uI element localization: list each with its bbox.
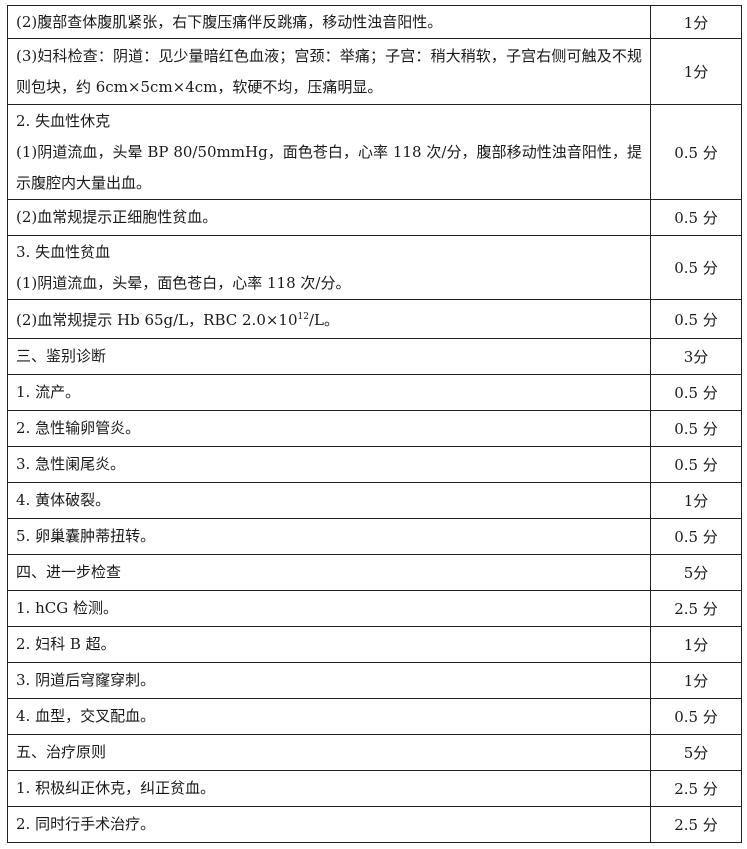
item-cell: 2. 妇科 B 超。 xyxy=(7,626,651,663)
score-cell: 0.5 分 xyxy=(650,518,742,555)
score-cell: 1分 xyxy=(650,5,742,39)
table-row: 2. 妇科 B 超。 1分 xyxy=(7,626,742,663)
item-cell: 2. 同时行手术治疗。 xyxy=(7,806,651,843)
section-heading: 三、鉴别诊断 xyxy=(7,338,651,375)
score-cell: 0.5 分 xyxy=(650,235,742,300)
score-cell: 2.5 分 xyxy=(650,806,742,843)
score-cell: 1分 xyxy=(650,482,742,519)
section-heading: 五、治疗原则 xyxy=(7,734,651,771)
score-cell: 2.5 分 xyxy=(650,590,742,627)
score-cell: 3分 xyxy=(650,338,742,375)
table-row: 3. 急性阑尾炎。 0.5 分 xyxy=(7,446,742,483)
table-row: 1. 流产。 0.5 分 xyxy=(7,374,742,411)
score-cell: 0.5 分 xyxy=(650,299,742,339)
score-cell: 0.5 分 xyxy=(650,199,742,236)
table-row: 三、鉴别诊断 3分 xyxy=(7,338,742,375)
table-row: 2. 失血性休克 (1)阴道流血，头晕 BP 80/50mmHg，面色苍白，心率 … xyxy=(7,104,742,200)
exponent: 12 xyxy=(297,312,309,322)
score-cell: 2.5 分 xyxy=(650,770,742,807)
item-cell: (2)血常规提示正细胞性贫血。 xyxy=(7,199,651,236)
score-cell: 0.5 分 xyxy=(650,104,742,200)
table-row: 1. 积极纠正休克，纠正贫血。 2.5 分 xyxy=(7,770,742,807)
item-cell: 4. 血型，交叉配血。 xyxy=(7,698,651,735)
score-cell: 5分 xyxy=(650,554,742,591)
score-cell: 0.5 分 xyxy=(650,446,742,483)
item-text: (1)阴道流血，头晕 BP 80/50mmHg，面色苍白，心率 118 次/分，… xyxy=(16,142,642,192)
score-cell: 1分 xyxy=(650,38,742,105)
item-heading: 2. 失血性休克 xyxy=(16,111,111,130)
table-row: 五、治疗原则 5分 xyxy=(7,734,742,771)
table-row: (2)血常规提示 Hb 65g/L，RBC 2.0×1012/L。 0.5 分 xyxy=(7,299,742,339)
table-row: 3. 失血性贫血 (1)阴道流血，头晕，面色苍白，心率 118 次/分。 0.5 分 xyxy=(7,235,742,300)
item-text-end: /L。 xyxy=(308,311,339,329)
table-row: 2. 同时行手术治疗。 2.5 分 xyxy=(7,806,742,843)
item-cell: (2)血常规提示 Hb 65g/L，RBC 2.0×1012/L。 xyxy=(7,299,651,339)
item-cell: 3. 阴道后穹窿穿刺。 xyxy=(7,662,651,699)
item-cell: 5. 卵巢囊肿蒂扭转。 xyxy=(7,518,651,555)
table-row: 3. 阴道后穹窿穿刺。 1分 xyxy=(7,662,742,699)
table-row: 1. hCG 检测。 2.5 分 xyxy=(7,590,742,627)
item-cell: 1. hCG 检测。 xyxy=(7,590,651,627)
table-row: 4. 血型，交叉配血。 0.5 分 xyxy=(7,698,742,735)
table-row: (2)腹部查体腹肌紧张，右下腹压痛伴反跳痛，移动性浊音阳性。 1分 xyxy=(7,5,742,39)
score-cell: 1分 xyxy=(650,662,742,699)
section-heading: 四、进一步检查 xyxy=(7,554,651,591)
table-row: 四、进一步检查 5分 xyxy=(7,554,742,591)
score-cell: 0.5 分 xyxy=(650,410,742,447)
table-row: 4. 黄体破裂。 1分 xyxy=(7,482,742,519)
item-cell: (2)腹部查体腹肌紧张，右下腹压痛伴反跳痛，移动性浊音阳性。 xyxy=(7,5,651,39)
scoring-table: (2)腹部查体腹肌紧张，右下腹压痛伴反跳痛，移动性浊音阳性。 1分 (3)妇科检查… xyxy=(7,5,742,843)
item-cell: 3. 失血性贫血 (1)阴道流血，头晕，面色苍白，心率 118 次/分。 xyxy=(7,235,651,300)
item-cell: (3)妇科检查：阴道：见少量暗红色血液；宫颈：举痛；子宫：稍大稍软，子宫右侧可触… xyxy=(7,38,651,105)
table-row: 5. 卵巢囊肿蒂扭转。 0.5 分 xyxy=(7,518,742,555)
item-text: (1)阴道流血，头晕，面色苍白，心率 118 次/分。 xyxy=(16,273,351,292)
item-cell: 4. 黄体破裂。 xyxy=(7,482,651,519)
item-text: (2)血常规提示 Hb 65g/L，RBC 2.0×10 xyxy=(16,311,298,329)
item-cell: 1. 积极纠正休克，纠正贫血。 xyxy=(7,770,651,807)
item-cell: 1. 流产。 xyxy=(7,374,651,411)
item-cell: 3. 急性阑尾炎。 xyxy=(7,446,651,483)
score-cell: 0.5 分 xyxy=(650,374,742,411)
score-cell: 1分 xyxy=(650,626,742,663)
table-row: 2. 急性输卵管炎。 0.5 分 xyxy=(7,410,742,447)
table-row: (2)血常规提示正细胞性贫血。 0.5 分 xyxy=(7,199,742,236)
item-heading: 3. 失血性贫血 xyxy=(16,242,111,261)
item-cell: 2. 失血性休克 (1)阴道流血，头晕 BP 80/50mmHg，面色苍白，心率 … xyxy=(7,104,651,200)
item-cell: 2. 急性输卵管炎。 xyxy=(7,410,651,447)
score-cell: 0.5 分 xyxy=(650,698,742,735)
table-row: (3)妇科检查：阴道：见少量暗红色血液；宫颈：举痛；子宫：稍大稍软，子宫右侧可触… xyxy=(7,38,742,105)
score-cell: 5分 xyxy=(650,734,742,771)
